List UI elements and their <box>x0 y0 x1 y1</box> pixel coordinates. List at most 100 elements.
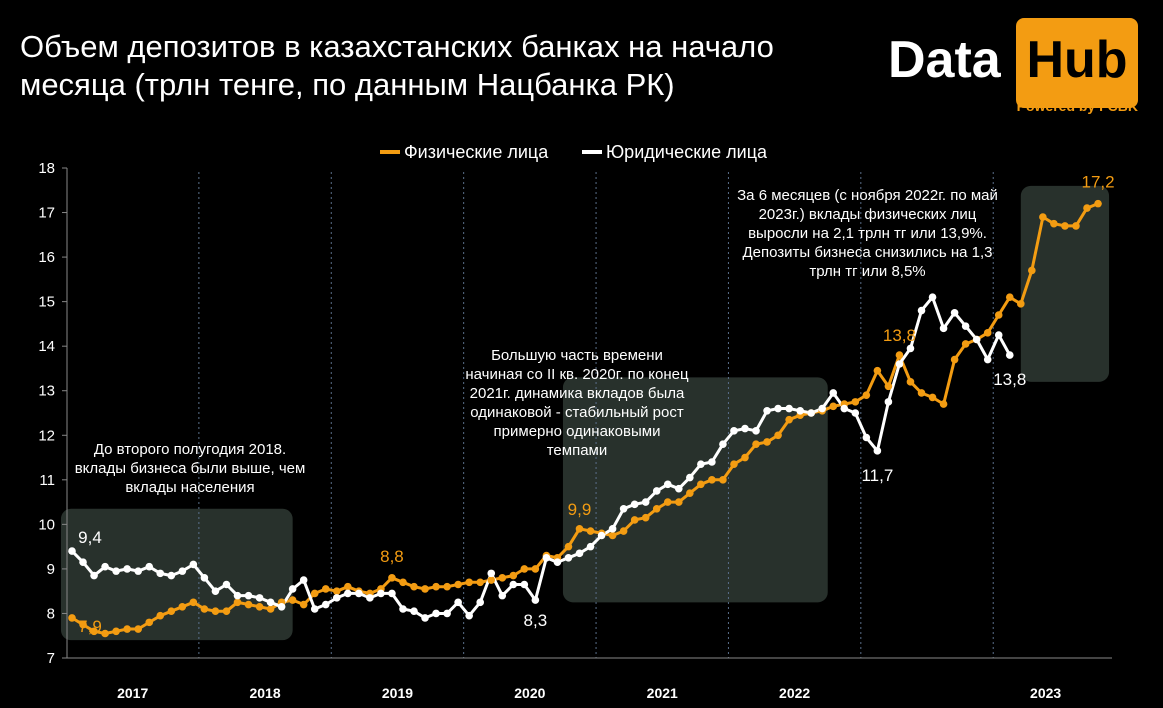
data-point-individuals <box>255 602 264 611</box>
data-point-individuals <box>178 602 187 611</box>
data-point-individuals <box>862 391 871 399</box>
data-point-business <box>355 589 363 598</box>
data-point-business <box>321 600 330 609</box>
data-point-business <box>796 406 804 415</box>
data-point-business <box>443 609 451 618</box>
data-point-business <box>366 594 374 602</box>
data-point-business <box>774 404 782 413</box>
data-point-individuals <box>608 531 617 540</box>
data-point-business <box>652 487 661 495</box>
data-label: 13,8 <box>883 326 916 345</box>
data-point-business <box>134 567 142 575</box>
data-point-individuals <box>145 618 154 627</box>
data-point-business <box>862 433 871 442</box>
data-point-business <box>851 409 860 417</box>
data-point-business <box>619 504 628 513</box>
data-point-individuals <box>1017 300 1025 308</box>
data-point-individuals <box>752 440 760 448</box>
data-point-individuals <box>432 582 440 591</box>
data-point-individuals <box>741 453 749 462</box>
data-point-individuals <box>1061 222 1069 230</box>
data-point-business <box>564 553 573 562</box>
data-point-business <box>277 602 286 611</box>
data-point-business <box>697 460 705 469</box>
logo-data-text: Data <box>888 31 1001 89</box>
data-point-individuals <box>156 611 165 620</box>
data-point-business <box>630 500 639 509</box>
data-point-individuals <box>708 476 716 484</box>
data-point-business <box>178 567 187 575</box>
data-point-business <box>101 562 109 571</box>
data-point-individuals <box>222 607 231 616</box>
y-tick-label: 15 <box>38 294 55 311</box>
logo-powered-by: Powered by FCBK <box>1016 98 1138 114</box>
data-point-business <box>608 525 617 533</box>
data-point-business <box>68 547 76 555</box>
data-point-individuals <box>244 600 253 609</box>
x-year-label: 2018 <box>249 685 280 701</box>
data-point-business <box>961 322 970 330</box>
data-point-individuals <box>68 614 76 622</box>
data-point-individuals <box>211 607 220 616</box>
data-point-individuals <box>454 580 462 589</box>
data-point-business <box>476 598 485 607</box>
data-point-business <box>299 576 308 584</box>
data-point-individuals <box>697 480 705 489</box>
data-point-individuals <box>388 574 396 582</box>
data-point-business <box>983 355 992 364</box>
data-point-business <box>266 598 275 607</box>
data-point-business <box>641 498 650 506</box>
data-point-business <box>741 424 749 433</box>
data-point-business <box>123 565 131 573</box>
data-label: 17,2 <box>1081 173 1114 192</box>
annotation-2017: До второго полугодия 2018. вклады бизнес… <box>74 441 306 496</box>
data-point-business <box>255 594 264 602</box>
data-point-individuals <box>421 585 429 593</box>
data-point-individuals <box>895 351 904 359</box>
data-point-individuals <box>785 415 793 424</box>
data-point-business <box>785 404 793 413</box>
data-point-individuals <box>321 585 330 593</box>
data-point-individuals <box>233 598 242 607</box>
data-point-individuals <box>652 504 661 513</box>
y-tick-label: 18 <box>38 160 55 177</box>
data-point-individuals <box>961 340 970 348</box>
data-point-individuals <box>873 366 882 375</box>
data-point-individuals <box>686 489 694 497</box>
data-point-individuals <box>906 378 915 386</box>
data-point-individuals <box>774 431 782 440</box>
data-point-individuals <box>410 582 418 591</box>
data-point-business <box>520 580 529 589</box>
data-point-individuals <box>134 625 142 633</box>
data-point-business <box>465 611 473 620</box>
data-point-business <box>840 404 849 413</box>
data-point-individuals <box>344 582 352 591</box>
data-point-individuals <box>730 460 738 469</box>
data-point-business <box>917 306 926 315</box>
data-label: 13,8 <box>993 370 1026 389</box>
data-point-individuals <box>719 476 727 484</box>
y-tick-label: 11 <box>39 472 55 489</box>
data-point-business <box>432 609 440 618</box>
data-point-business <box>487 569 496 578</box>
y-tick-label: 7 <box>47 650 55 667</box>
x-year-label: 2020 <box>514 685 545 701</box>
data-point-business <box>939 324 948 333</box>
data-point-business <box>906 344 915 353</box>
annotation-2020: Большую часть времени начиная со II кв. … <box>465 347 689 459</box>
data-point-business <box>509 580 518 589</box>
data-point-individuals <box>123 625 131 633</box>
y-tick-label: 13 <box>38 383 55 400</box>
data-point-individuals <box>994 311 1003 319</box>
data-point-business <box>708 458 716 466</box>
data-point-individuals <box>1005 293 1014 301</box>
data-point-business <box>421 614 429 622</box>
data-point-business <box>1005 351 1014 359</box>
data-point-individuals <box>564 542 573 551</box>
data-point-business <box>156 569 165 578</box>
data-point-individuals <box>200 605 209 613</box>
y-tick-label: 12 <box>38 427 55 444</box>
data-point-business <box>674 484 683 493</box>
data-point-business <box>928 293 937 301</box>
data-point-individuals <box>531 565 540 573</box>
